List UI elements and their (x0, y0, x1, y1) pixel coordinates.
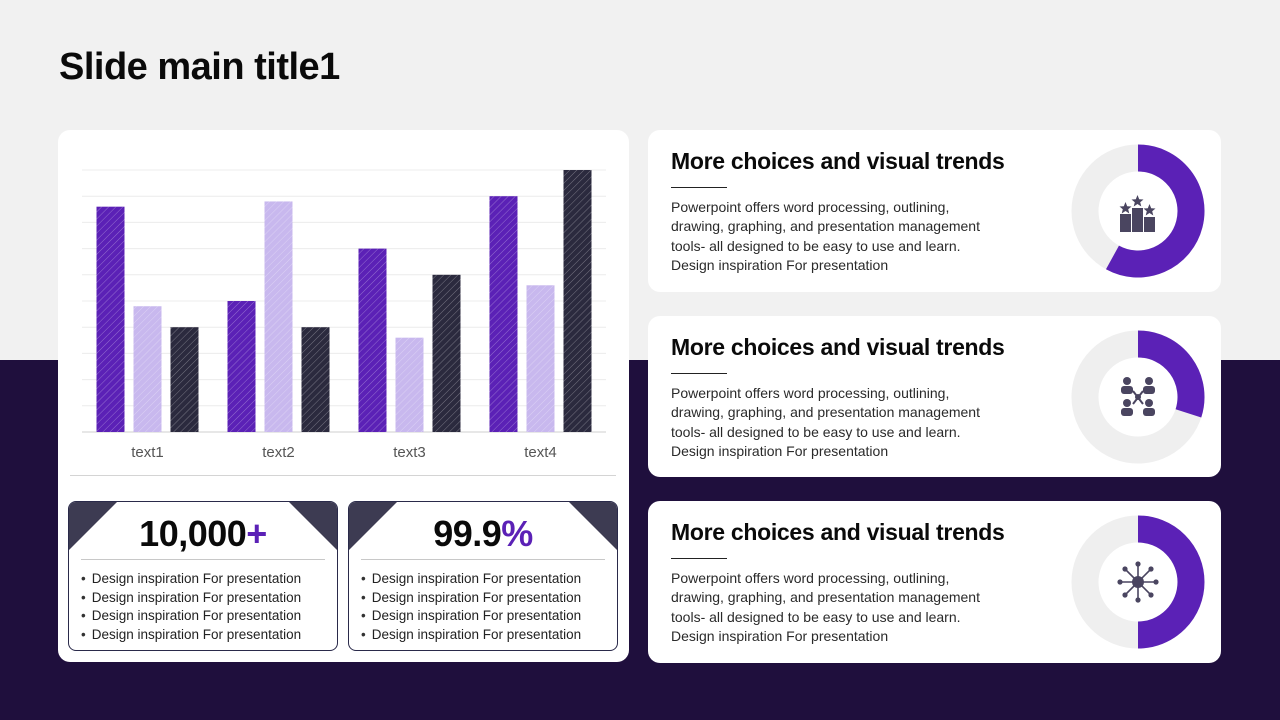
slide-title: Slide main title1 (59, 46, 340, 88)
bar-texture (563, 170, 592, 432)
bullet-item: Design inspiration For presentation (361, 607, 581, 626)
stat-bullet-list: Design inspiration For presentation Desi… (81, 570, 301, 644)
bullet-item: Design inspiration For presentation (81, 570, 301, 589)
info-card-3: More choices and visual trends Powerpoin… (648, 501, 1221, 663)
hub-network-icon (1117, 561, 1159, 603)
bullet-item: Design inspiration For presentation (81, 626, 301, 645)
x-tick-label: text1 (131, 444, 164, 461)
bar-texture (133, 306, 162, 432)
chart-divider (70, 475, 616, 476)
corner-decoration (569, 502, 617, 550)
stat-value: 10,000+ (139, 513, 267, 554)
card-heading: More choices and visual trends (671, 334, 1005, 360)
podium-stars-icon (1119, 195, 1156, 232)
bar-chart: text1 text2 text3 text4 (82, 169, 606, 461)
donut-chart (1071, 144, 1205, 278)
bar-texture (96, 206, 125, 432)
bullet-item: Design inspiration For presentation (361, 626, 581, 645)
bullet-item: Design inspiration For presentation (81, 589, 301, 608)
bullet-item: Design inspiration For presentation (361, 589, 581, 608)
info-card-1: More choices and visual trends Powerpoin… (648, 130, 1221, 292)
stat-suffix: % (501, 513, 533, 554)
card-heading: More choices and visual trends (671, 148, 1005, 174)
bar-texture (358, 248, 387, 432)
bar-texture (395, 337, 424, 432)
bullet-item: Design inspiration For presentation (361, 570, 581, 589)
stat-suffix: + (246, 513, 267, 554)
bar-texture (227, 301, 256, 432)
stat-divider (81, 559, 325, 560)
info-card-2: More choices and visual trends Powerpoin… (648, 316, 1221, 477)
x-tick-label: text4 (524, 444, 557, 461)
bar-texture (526, 285, 555, 432)
stat-bullet-list: Design inspiration For presentation Desi… (361, 570, 581, 644)
stat-box-1: 10,000+ Design inspiration For presentat… (68, 501, 338, 651)
card-body: Powerpoint offers word processing, outli… (671, 570, 980, 644)
donut-chart (1071, 515, 1205, 649)
donut-arc (1137, 330, 1205, 418)
donut-arc (1137, 515, 1205, 649)
bar-texture (432, 274, 461, 432)
stat-value: 99.9% (433, 513, 533, 554)
corner-decoration (349, 502, 397, 550)
stat-box-2: 99.9% Design inspiration For presentatio… (348, 501, 618, 651)
team-network-icon (1121, 377, 1155, 416)
donut-chart (1071, 330, 1205, 464)
card-heading: More choices and visual trends (671, 519, 1005, 545)
chart-card: text1 text2 text3 text4 10,000+ Design insp… (58, 130, 629, 662)
donut-arc (1105, 144, 1205, 278)
card-body: Powerpoint offers word processing, outli… (671, 385, 980, 459)
bullet-item: Design inspiration For presentation (81, 607, 301, 626)
card-body: Powerpoint offers word processing, outli… (671, 199, 980, 273)
corner-decoration (289, 502, 337, 550)
stat-divider (361, 559, 605, 560)
card-divider (671, 187, 727, 188)
card-divider (671, 558, 727, 559)
bar-texture (170, 327, 199, 432)
bar-texture (301, 327, 330, 432)
bar-texture (489, 196, 518, 432)
x-tick-label: text2 (262, 444, 295, 461)
x-tick-label: text3 (393, 444, 426, 461)
card-divider (671, 373, 727, 374)
corner-decoration (69, 502, 117, 550)
bar-texture (264, 201, 293, 432)
